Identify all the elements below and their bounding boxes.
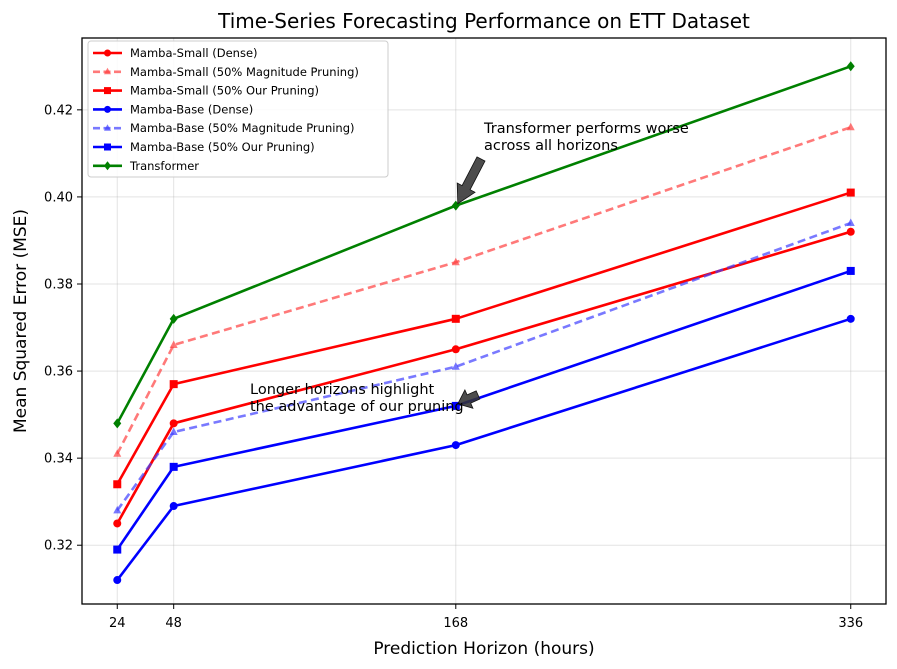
legend-box — [87, 40, 389, 178]
legend-entry: Mamba-Small (50% Magnitude Pruning) — [93, 65, 359, 79]
series-layer — [113, 61, 855, 585]
data-point — [169, 502, 178, 511]
series-line — [116, 221, 852, 512]
legend-marker — [104, 161, 111, 171]
y-tick-label: 0.32 — [44, 539, 73, 554]
legend-label: Mamba-Small (50% Our Pruning) — [130, 84, 319, 98]
data-point — [451, 441, 460, 450]
data-point — [846, 122, 855, 131]
annotation-text: the advantage of our pruning — [250, 399, 464, 415]
annotation-arrow — [457, 388, 481, 409]
data-point — [113, 545, 122, 554]
legend-label: Transformer — [129, 159, 199, 173]
series-line — [116, 230, 852, 525]
data-point — [846, 227, 855, 236]
series-4 — [113, 218, 855, 514]
series-6 — [113, 61, 855, 429]
data-point — [169, 462, 178, 471]
series-line — [116, 65, 852, 424]
y-tick-label: 0.40 — [44, 190, 73, 205]
data-point — [113, 519, 122, 528]
legend-marker — [104, 124, 111, 131]
annotation-arrow — [456, 156, 486, 205]
data-point — [169, 427, 178, 436]
data-point — [451, 257, 460, 266]
x-axis-ticks: 24 48 168 336 — [109, 604, 863, 631]
data-point — [451, 314, 460, 323]
legend-marker — [104, 143, 111, 151]
legend-marker — [104, 49, 111, 57]
y-axis-label: Mean Squared Error (MSE) — [11, 209, 31, 433]
data-point — [113, 418, 122, 429]
data-point — [113, 576, 122, 585]
data-point — [169, 340, 178, 348]
series-line — [116, 269, 852, 551]
x-tick-label: 336 — [838, 616, 863, 631]
legend-marker — [104, 67, 111, 75]
annotation-text: Transformer performs worse — [483, 121, 689, 137]
y-tick-label: 0.42 — [44, 103, 73, 118]
legend-entry: Mamba-Small (50% Our Pruning) — [93, 84, 319, 98]
y-tick-label: 0.38 — [44, 277, 73, 292]
x-tick-label: 24 — [109, 616, 126, 631]
series-0 — [113, 227, 855, 528]
legend-label: Mamba-Base (Dense) — [130, 102, 253, 116]
series-2 — [113, 188, 855, 489]
data-point — [169, 419, 178, 428]
legend-entry: Transformer — [93, 159, 199, 173]
legend: Mamba-Small (Dense) Mamba-Small (50% Magn… — [87, 40, 389, 178]
data-point — [846, 61, 855, 72]
annotation-text: across all horizons — [484, 138, 618, 154]
chart-title: Time-Series Forecasting Performance on E… — [217, 9, 750, 33]
annotation-text: Longer horizons highlight — [250, 382, 435, 398]
legend-entry: Mamba-Small (Dense) — [93, 46, 258, 60]
data-point — [169, 313, 178, 324]
legend-label: Mamba-Base (50% Magnitude Pruning) — [130, 121, 355, 135]
series-5 — [113, 266, 855, 554]
data-point — [113, 480, 122, 489]
data-point — [451, 345, 460, 354]
x-axis-label: Prediction Horizon (hours) — [373, 639, 594, 659]
x-tick-label: 168 — [443, 616, 468, 631]
data-point — [451, 362, 460, 370]
legend-marker — [104, 105, 111, 113]
series-1 — [113, 122, 855, 457]
y-tick-label: 0.34 — [44, 452, 73, 467]
legend-entry: Mamba-Base (50% Magnitude Pruning) — [93, 121, 355, 135]
data-point — [113, 449, 122, 457]
legend-entry: Mamba-Base (50% Our Pruning) — [93, 140, 315, 154]
series-3 — [113, 314, 855, 585]
data-point — [846, 266, 855, 275]
data-point — [846, 188, 855, 197]
plot-frame — [81, 37, 887, 605]
legend-entry: Mamba-Base (Dense) — [93, 102, 253, 116]
data-point — [113, 505, 122, 514]
y-axis-ticks: 0.32 0.34 0.36 0.38 0.40 0.42 — [44, 103, 82, 554]
data-point — [846, 314, 855, 323]
series-line — [116, 317, 852, 581]
x-tick-label: 48 — [165, 616, 182, 631]
data-point — [846, 218, 855, 227]
annotation-arrows — [456, 156, 486, 409]
series-line — [116, 126, 852, 455]
legend-label: Mamba-Small (Dense) — [130, 46, 258, 60]
legend-marker — [104, 87, 111, 95]
y-tick-label: 0.36 — [44, 365, 73, 380]
data-point — [451, 401, 460, 410]
data-point — [169, 380, 178, 389]
legend-label: Mamba-Base (50% Our Pruning) — [130, 140, 315, 154]
series-line — [116, 191, 852, 485]
legend-label: Mamba-Small (50% Magnitude Pruning) — [130, 65, 359, 79]
